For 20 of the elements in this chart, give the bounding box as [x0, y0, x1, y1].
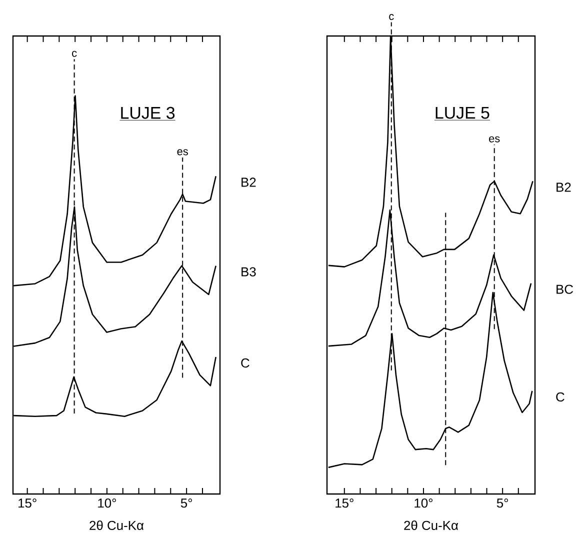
series-label: C: [556, 392, 564, 402]
x-tick-label: 5°: [496, 498, 508, 508]
series-label: B3: [242, 267, 256, 276]
ref-line-label: es: [489, 136, 500, 142]
text: LUJE 5: [436, 106, 490, 119]
x-tick-label: 15°: [336, 498, 354, 508]
x-tick-label: 15°: [18, 498, 36, 508]
series-label: B2: [556, 182, 571, 192]
ref-line-label: c: [389, 14, 394, 20]
series-label: C: [241, 358, 250, 368]
x-tick-label: 5°: [180, 498, 192, 508]
x-tick-label: 10°: [414, 498, 433, 508]
ref-line-label: es: [177, 149, 188, 156]
series-label: BC: [556, 284, 574, 294]
text: LUJE 3: [121, 106, 175, 119]
ref-line-label: c: [72, 50, 77, 57]
x-axis-title: 2θ Cu-Kα: [90, 520, 144, 530]
x-axis-title: 2θ Cu-Kα: [404, 520, 458, 530]
series-label: B2: [242, 178, 256, 187]
x-tick-label: 10°: [98, 498, 116, 508]
